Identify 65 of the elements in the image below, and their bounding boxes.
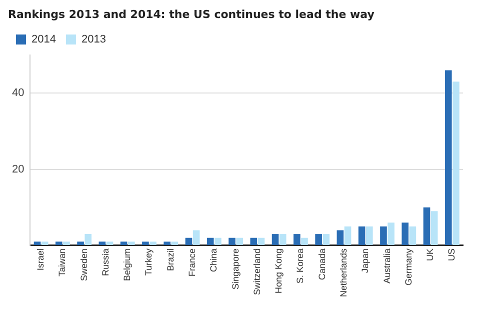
bar xyxy=(380,226,387,245)
y-tick-label: 20 xyxy=(12,163,24,176)
bar xyxy=(402,222,409,245)
bar xyxy=(63,242,70,245)
bar xyxy=(366,226,373,245)
bar xyxy=(452,82,460,245)
bar xyxy=(430,211,438,245)
bar xyxy=(272,234,279,245)
x-tick-label: Germany xyxy=(403,248,414,286)
x-tick-label: China xyxy=(208,248,219,272)
bar xyxy=(106,242,114,245)
bar xyxy=(185,238,192,245)
x-tick-label: Belgium xyxy=(122,248,132,281)
bar xyxy=(336,230,344,245)
x-tick-label: Switzerland xyxy=(252,248,262,295)
bar xyxy=(34,242,41,245)
bar xyxy=(294,234,300,245)
bar xyxy=(171,242,178,245)
bar xyxy=(214,238,222,245)
x-tick-label: Netherlands xyxy=(338,248,348,297)
bar xyxy=(41,242,48,245)
x-tick-label: Canada xyxy=(316,248,327,280)
x-tick-label: Israel xyxy=(36,248,46,270)
y-tick-label: 40 xyxy=(12,87,24,100)
bar xyxy=(322,234,330,245)
bar xyxy=(120,242,128,245)
legend-label: 2014 xyxy=(32,34,56,46)
bar xyxy=(250,238,258,245)
chart-title: Rankings 2013 and 2014: the US continues to lead the way xyxy=(8,8,374,21)
x-tick-label: Russia xyxy=(100,248,110,276)
x-tick-label: Sweden xyxy=(78,248,89,281)
bar xyxy=(258,238,265,245)
bar xyxy=(236,238,243,245)
bar xyxy=(315,234,322,245)
x-tick-label: Hong Kong xyxy=(274,248,284,294)
bar xyxy=(84,234,92,245)
bar xyxy=(98,242,106,245)
bar xyxy=(388,222,394,245)
x-tick-label: Brazil xyxy=(165,248,176,271)
x-tick-label: US xyxy=(446,248,457,261)
x-tick-label: Australia xyxy=(382,248,392,284)
legend-label: 2013 xyxy=(81,34,106,46)
bar xyxy=(301,238,308,245)
bar xyxy=(358,226,366,245)
bar xyxy=(77,242,84,245)
bar xyxy=(56,242,62,245)
bar xyxy=(228,238,236,245)
bar xyxy=(142,242,149,245)
x-tick-label: Japan xyxy=(360,248,370,273)
bar xyxy=(409,226,416,245)
x-tick-label: Turkey xyxy=(144,248,154,276)
x-tick-label: Taiwan xyxy=(57,248,68,276)
bar xyxy=(206,238,214,245)
x-tick-label: S. Korea xyxy=(295,248,306,284)
bar xyxy=(344,226,352,245)
bar xyxy=(150,242,156,245)
x-tick-label: Singapore xyxy=(230,248,240,290)
bar xyxy=(192,230,200,245)
bar xyxy=(128,242,135,245)
bar xyxy=(279,234,286,245)
bar xyxy=(423,207,430,245)
x-tick-label: France xyxy=(187,248,198,276)
x-tick-label: UK xyxy=(425,248,436,261)
bar xyxy=(164,242,171,245)
bar xyxy=(444,70,452,245)
